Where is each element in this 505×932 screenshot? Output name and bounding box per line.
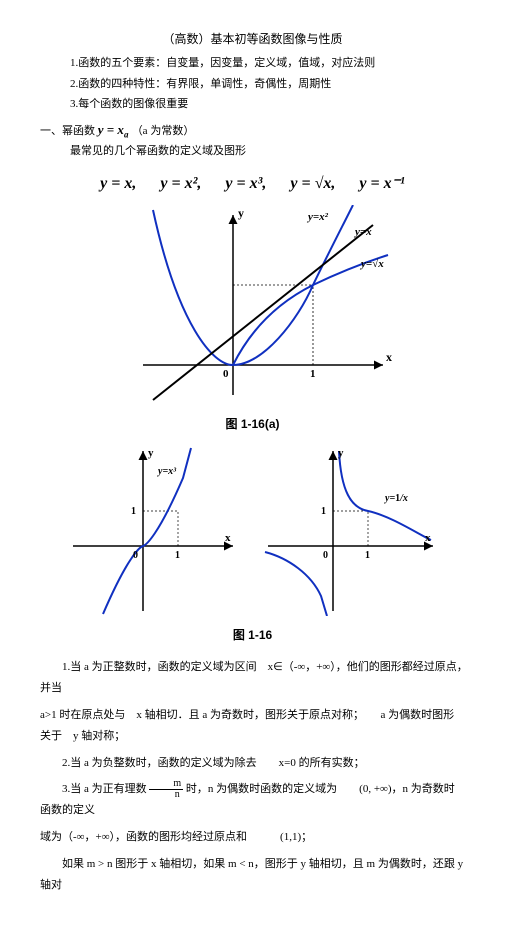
para-4: 如果 m > n 图形于 x 轴相切，如果 m < n，图形于 y 轴相切，且 …: [40, 854, 465, 896]
figure-2-label: 图 1-16: [40, 626, 465, 643]
yx2-label: y=x²: [306, 211, 329, 223]
bullet-3: 3.每个函数的图像很重要: [40, 96, 465, 114]
bullet-2: 2.函数的四种特性：有界限，单调性，奇偶性，周期性: [40, 76, 465, 94]
left-y: y: [148, 447, 154, 459]
section-1-header: 一、幂函数 y = xa （a 为常数）: [40, 122, 465, 140]
eq-5: y = x⁻¹: [359, 175, 404, 192]
para-3: 3.当 a 为正有理数 mn 时，n 为偶数时函数的定义域为 (0, +∞)，n…: [40, 779, 465, 821]
left-one: 1: [175, 550, 180, 561]
right-x: x: [425, 532, 431, 544]
para-2: 2.当 a 为负整数时，函数的定义域为除去 x=0 的所有实数；: [40, 753, 465, 774]
left-plot: y x 0 1 1 y=x³: [73, 447, 233, 614]
left-x: x: [225, 532, 231, 544]
figure-1: y x 0 1 y=x² y=x y=√x: [40, 205, 465, 405]
eq-3: y = x³,: [225, 175, 266, 192]
right-lbl: y=1/x: [384, 493, 408, 504]
right-plot: y x 0 1 1 y=1/x: [265, 447, 433, 616]
figure-1-label: 图 1-16(a): [40, 415, 465, 432]
formula-sub: a: [124, 129, 129, 139]
origin-label: 0: [223, 368, 229, 380]
one-label: 1: [310, 368, 316, 380]
section-1-sub: 最常见的几个幂函数的定义域及图形: [40, 143, 465, 161]
equation-row: y = x, y = x², y = x³, y = √x, y = x⁻¹: [40, 173, 465, 193]
eq-4: y = √x,: [290, 175, 335, 192]
section-note: （a 为常数）: [132, 125, 195, 137]
left-onev: 1: [131, 506, 136, 517]
right-onev: 1: [321, 506, 326, 517]
fraction-mn: mn: [149, 779, 183, 800]
frac-n: m: [149, 779, 183, 790]
ysqrt-label: y=√x: [359, 258, 384, 270]
para-1b: a>1 时在原点处与 x 轴相切．且 a 为奇数时，图形关于原点对称； a 为偶…: [40, 705, 465, 747]
para-1a: 1.当 a 为正整数时，函数的定义域为区间 x∈（-∞，+∞），他们的图形都经过…: [40, 657, 465, 699]
left-lbl: y=x³: [157, 466, 177, 477]
bullet-1: 1.函数的五个要素：自变量，因变量，定义域，值域，对应法则: [40, 55, 465, 73]
eq-1: y = x,: [100, 175, 136, 192]
eq-2: y = x²,: [160, 175, 201, 192]
chart-2-svg: y x 0 1 1 y=x³ y x 0 1 1 y=1/x: [63, 446, 443, 616]
chart-1-svg: y x 0 1 y=x² y=x y=√x: [103, 205, 403, 405]
y-label: y: [238, 206, 244, 220]
right-one: 1: [365, 550, 370, 561]
right-y: y: [338, 447, 344, 459]
left-o: 0: [133, 550, 138, 561]
right-o: 0: [323, 550, 328, 561]
frac-d: n: [149, 790, 183, 800]
section-prefix: 一、幂函数: [40, 125, 95, 137]
para-3c: 域为（-∞，+∞），函数的图形均经过原点和 (1,1)；: [40, 827, 465, 848]
formula-base: y = x: [98, 122, 124, 137]
power-formula: y = xa: [98, 122, 132, 137]
curve-sqrt: [233, 255, 388, 365]
figure-2: y x 0 1 1 y=x³ y x 0 1 1 y=1/x: [40, 446, 465, 616]
yx-label: y=x: [353, 226, 372, 238]
p3a: 3.当 a 为正有理数: [62, 783, 147, 795]
x-label: x: [386, 350, 392, 364]
page-title: （高数）基本初等函数图像与性质: [40, 30, 465, 47]
